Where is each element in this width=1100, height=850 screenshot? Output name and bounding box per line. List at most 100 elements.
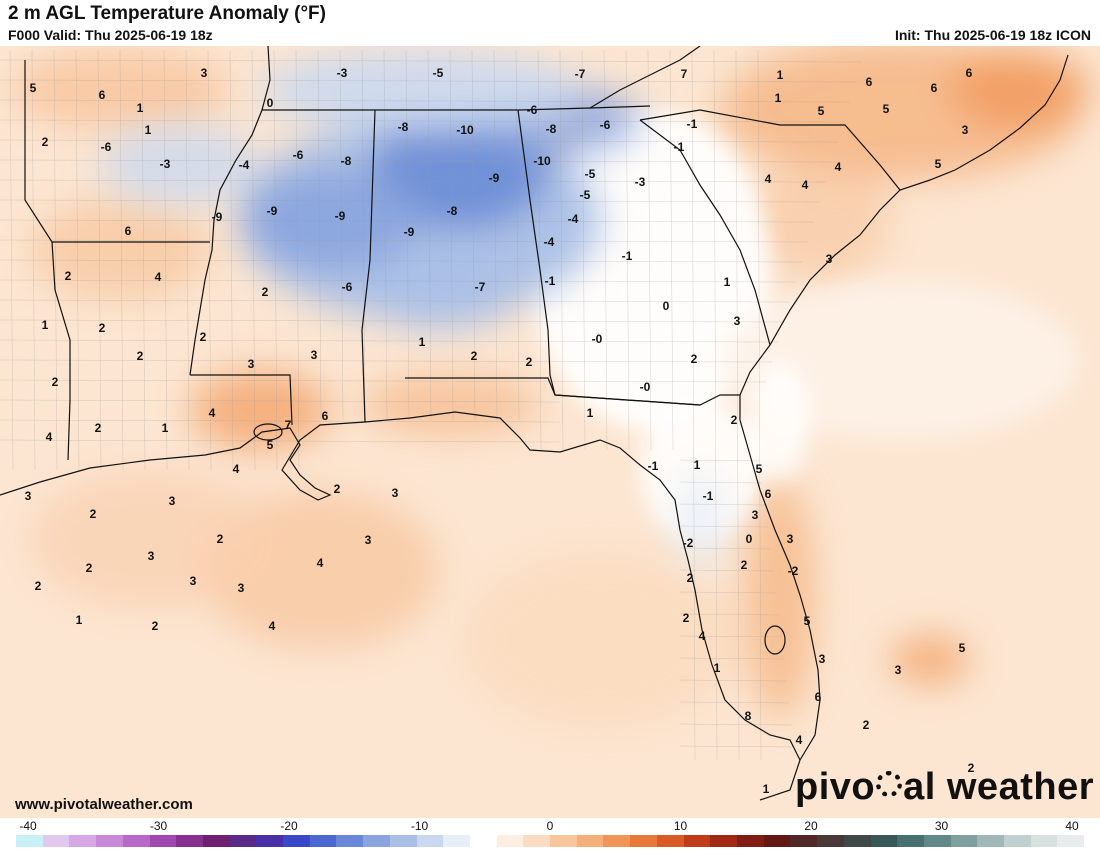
- colorbar-swatch: [923, 835, 951, 847]
- anomaly-value-label: -8: [447, 204, 458, 218]
- colorbar-swatch: [1030, 835, 1058, 847]
- anomaly-value-label: 5: [959, 641, 966, 655]
- anomaly-value-label: -2: [683, 536, 694, 550]
- colorbar-tick-label: 20: [804, 819, 818, 833]
- anomaly-value-label: 1: [694, 458, 701, 472]
- colorbar-tick-labels: -40 -30 -20 -10 0 10 20 30 40: [0, 819, 1100, 833]
- tn-south-border: [262, 105, 651, 111]
- anomaly-value-label: 0: [746, 532, 753, 546]
- anomaly-value-label: 2: [471, 349, 478, 363]
- anomaly-value-label: 2: [99, 321, 106, 335]
- colorbar-swatch: [1057, 835, 1085, 847]
- colorbar-swatch: [523, 835, 551, 847]
- anomaly-value-label: -4: [239, 158, 250, 172]
- colorbar-swatch: [870, 835, 898, 847]
- anomaly-value-label: 3: [190, 574, 197, 588]
- colorbar-swatch: [1004, 835, 1031, 847]
- anomaly-value-label: 2: [35, 579, 42, 593]
- anomaly-value-label: 4: [155, 270, 162, 284]
- anomaly-value-label: -8: [398, 120, 409, 134]
- anomaly-value-label: 3: [819, 652, 826, 666]
- anomaly-value-label: 4: [835, 160, 842, 174]
- anomaly-value-label: -1: [648, 459, 659, 473]
- anomaly-value-label: 6: [966, 66, 973, 80]
- anomaly-value-label: 2: [200, 330, 207, 344]
- website-url[interactable]: www.pivotalweather.com: [15, 796, 193, 813]
- anomaly-value-label: 6: [99, 88, 106, 102]
- colorbar-swatch: [817, 835, 844, 847]
- anomaly-value-label: -6: [101, 140, 112, 154]
- colorbar-swatch: [550, 835, 577, 847]
- anomaly-value-label: 4: [765, 172, 772, 186]
- anomaly-value-label: 5: [267, 438, 274, 452]
- colorbar-swatch: [843, 835, 871, 847]
- ga-fl-border: [554, 394, 740, 406]
- anomaly-value-label: -5: [580, 188, 591, 202]
- anomaly-value-label: 1: [42, 318, 49, 332]
- anomaly-value-label: 1: [137, 101, 144, 115]
- anomaly-value-label: 3: [365, 533, 372, 547]
- anomaly-value-label: 2: [42, 135, 49, 149]
- anomaly-value-label: -9: [335, 209, 346, 223]
- anomaly-value-label: 1: [775, 91, 782, 105]
- colorbar-swatch: [736, 835, 764, 847]
- anomaly-map[interactable]: 5 6 3 0 -3 -5 -7 7 1 6 6 6 1 1 5 5 -6 1 -8 -10 -8 -6 -1 3 2 -6 -1-…: [0, 46, 1100, 818]
- anomaly-value-label: -3: [160, 157, 171, 171]
- colorbar-swatch: [443, 835, 470, 847]
- colorbar-swatch: [950, 835, 978, 847]
- anomaly-value-label: 2: [683, 611, 690, 625]
- colorbar-swatch: [42, 835, 70, 847]
- anomaly-value-label: 5: [804, 614, 811, 628]
- anomaly-value-label: 3: [238, 581, 245, 595]
- anomaly-value-label: 6: [815, 690, 822, 704]
- colorbar-swatch: [603, 835, 631, 847]
- anomaly-value-label: 4: [269, 619, 276, 633]
- anomaly-value-label: 2: [687, 571, 694, 585]
- anomaly-value-label: -5: [433, 66, 444, 80]
- colorbar-swatch: [630, 835, 657, 847]
- anomaly-value-label: 3: [787, 532, 794, 546]
- anomaly-value-label: 6: [931, 81, 938, 95]
- anomaly-value-label: 1: [724, 275, 731, 289]
- anomaly-value-label: 4: [209, 406, 216, 420]
- colorbar-swatch: [149, 835, 177, 847]
- colorbar-swatch: [977, 835, 1005, 847]
- anomaly-value-label: -1: [545, 274, 556, 288]
- colorbar-swatch: [309, 835, 337, 847]
- anomaly-value-label: 3: [826, 252, 833, 266]
- anomaly-value-label: -6: [342, 280, 353, 294]
- anomaly-value-label: -3: [635, 175, 646, 189]
- anomaly-value-label: 5: [756, 462, 763, 476]
- anomaly-value-label: 3: [169, 494, 176, 508]
- anomaly-value-label: 3: [752, 508, 759, 522]
- anomaly-value-label: -0: [640, 380, 651, 394]
- colorbar-swatch: [496, 835, 524, 847]
- colorbar-swatch: [336, 835, 364, 847]
- anomaly-value-label: -1: [674, 140, 685, 154]
- anomaly-value-label: 3: [962, 123, 969, 137]
- colorbar-swatch: [16, 835, 43, 847]
- anomaly-value-label: -8: [341, 154, 352, 168]
- anomaly-value-label: 4: [233, 462, 240, 476]
- colorbar-swatch: [897, 835, 924, 847]
- anomaly-value-label: -9: [212, 210, 223, 224]
- colorbar-swatch: [416, 835, 444, 847]
- anomaly-value-label: -6: [600, 118, 611, 132]
- anomaly-value-label: -1: [622, 249, 633, 263]
- anomaly-value-label: 1: [763, 782, 770, 796]
- lake-okeechobee: [764, 625, 786, 655]
- anomaly-value-label: 3: [734, 314, 741, 328]
- ga-sc-border: [639, 119, 771, 346]
- anomaly-value-label: 8: [745, 709, 752, 723]
- anomaly-value-label: 1: [714, 661, 721, 675]
- anomaly-value-label: 4: [802, 178, 809, 192]
- anomaly-value-label: 2: [90, 507, 97, 521]
- anomaly-value-label: 2: [217, 532, 224, 546]
- colorbar-tick-label: 0: [546, 819, 554, 833]
- colorbar-swatch: [576, 835, 604, 847]
- anomaly-value-label: 7: [285, 418, 292, 432]
- anomaly-value-label: 2: [52, 375, 59, 389]
- anomaly-value-label: -5: [585, 167, 596, 181]
- al-ga-border: [517, 109, 556, 396]
- anomaly-value-label: 6: [765, 487, 772, 501]
